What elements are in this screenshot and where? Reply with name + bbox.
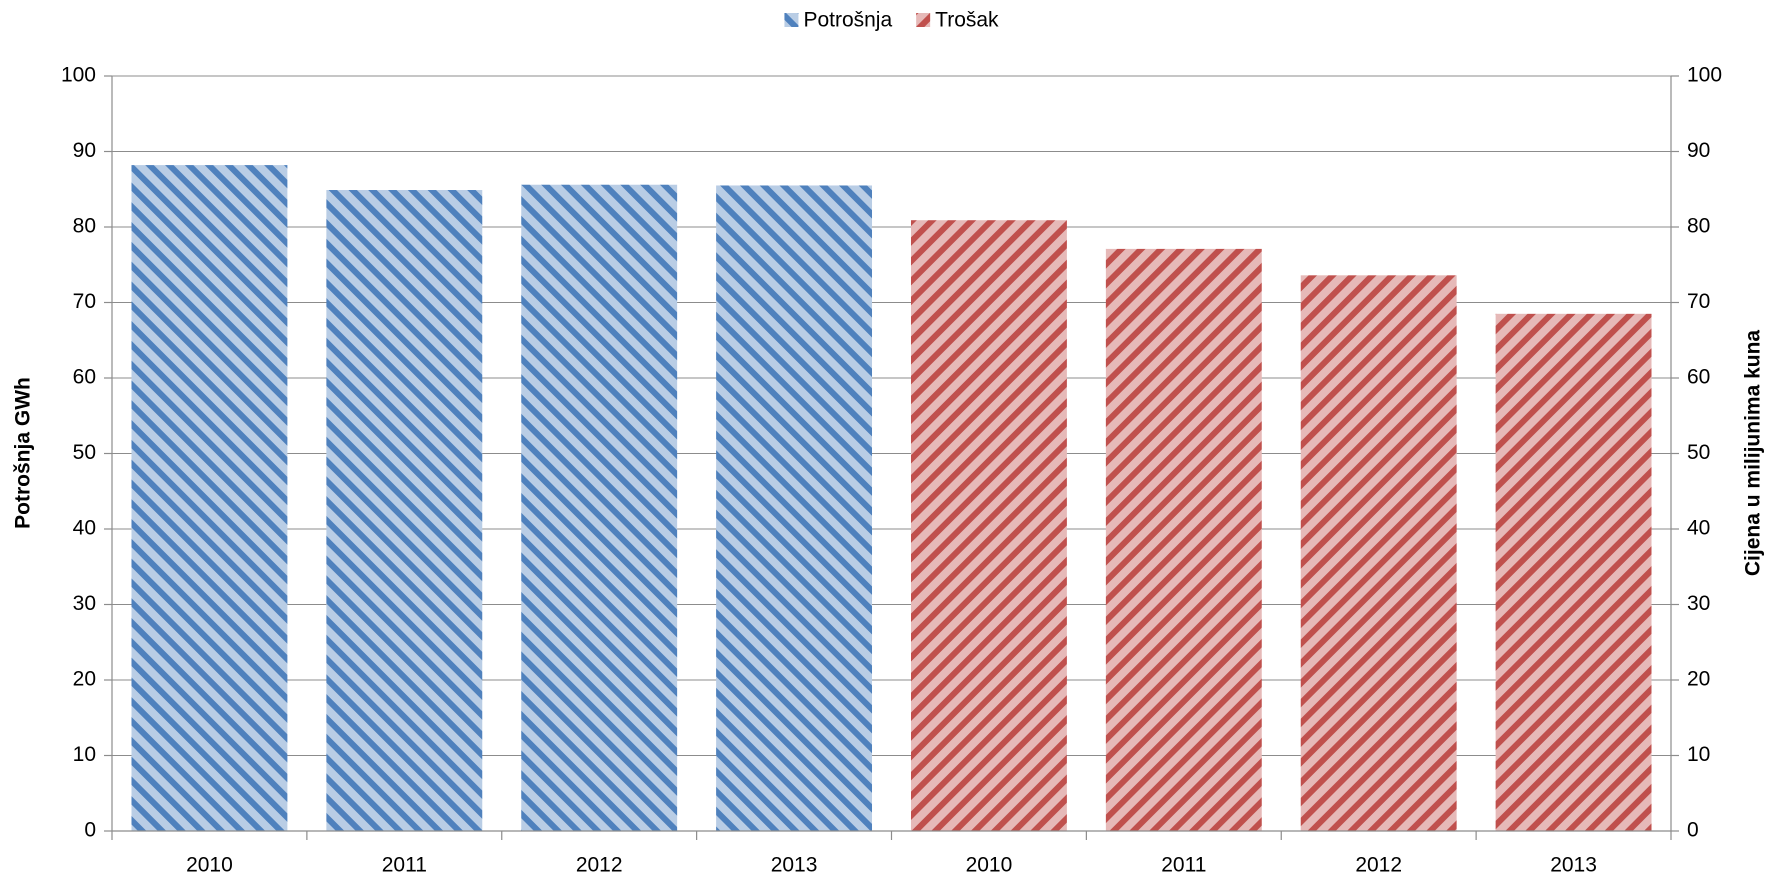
legend-label: Trošak xyxy=(935,9,999,32)
y2-tick-label: 10 xyxy=(1687,743,1710,766)
legend: Potrošnja Trošak xyxy=(784,9,999,32)
bar xyxy=(521,184,678,832)
x-tick-label: 2012 xyxy=(1355,854,1402,877)
y2-tick-label: 40 xyxy=(1687,517,1710,540)
y-tick-label: 60 xyxy=(73,366,96,389)
bar xyxy=(910,220,1067,831)
x-tick-label: 2011 xyxy=(382,854,427,877)
bar xyxy=(131,165,288,832)
y-tick-label: 90 xyxy=(73,139,96,162)
y2-tick-label: 20 xyxy=(1687,668,1710,691)
legend-item: Potrošnja xyxy=(784,9,892,32)
y2-axis-title: Cijena u milijunima kuna xyxy=(1742,330,1765,577)
bar xyxy=(716,185,873,832)
legend-label: Potrošnja xyxy=(803,9,892,32)
y2-tick-label: 60 xyxy=(1687,366,1710,389)
bar xyxy=(1105,248,1262,831)
y2-tick-label: 30 xyxy=(1687,592,1710,615)
y2-tick-label: 0 xyxy=(1687,819,1699,842)
legend-swatch xyxy=(784,13,799,27)
y-axis-title: Potrošnja GWh xyxy=(12,377,35,529)
y2-tick-label: 100 xyxy=(1687,64,1722,87)
y2-tick-label: 70 xyxy=(1687,290,1710,313)
x-tick-label: 2010 xyxy=(186,854,233,877)
legend-swatch xyxy=(916,13,931,27)
x-tick-label: 2013 xyxy=(771,854,818,877)
x-tick-label: 2012 xyxy=(576,854,623,877)
y-tick-label: 0 xyxy=(84,819,96,842)
bar xyxy=(326,190,483,831)
bar xyxy=(1495,313,1652,831)
y2-tick-label: 50 xyxy=(1687,441,1710,464)
x-tick-label: 2013 xyxy=(1550,854,1597,877)
y-tick-label: 40 xyxy=(73,517,96,540)
y2-tick-label: 80 xyxy=(1687,215,1710,238)
legend-item: Trošak xyxy=(916,9,999,32)
x-tick-label: 2011 xyxy=(1161,854,1206,877)
y-tick-label: 70 xyxy=(73,290,96,313)
y-tick-label: 30 xyxy=(73,592,96,615)
y-tick-label: 100 xyxy=(61,64,96,87)
y-tick-label: 20 xyxy=(73,668,96,691)
y2-tick-label: 90 xyxy=(1687,139,1710,162)
bar xyxy=(1300,275,1457,831)
y-tick-label: 50 xyxy=(73,441,96,464)
y-tick-label: 80 xyxy=(73,215,96,238)
y-tick-label: 10 xyxy=(73,743,96,766)
x-tick-label: 2010 xyxy=(966,854,1013,877)
